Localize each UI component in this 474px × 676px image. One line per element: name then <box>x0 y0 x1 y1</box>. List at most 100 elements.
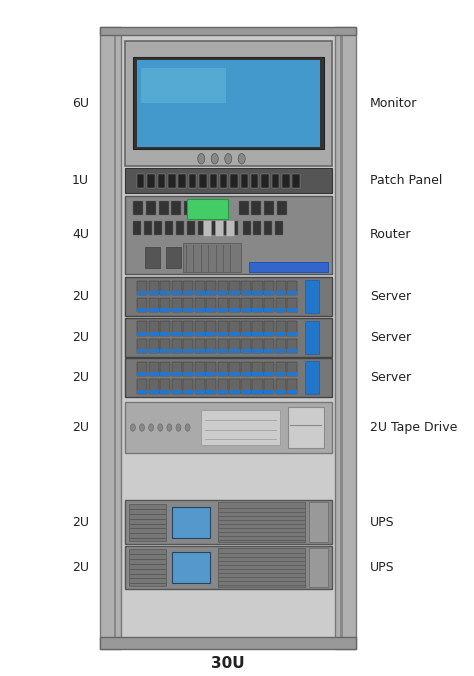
Circle shape <box>130 424 136 431</box>
Bar <box>137 281 147 295</box>
Bar <box>287 321 297 336</box>
Bar <box>206 321 217 336</box>
Bar <box>195 281 205 295</box>
Bar <box>166 247 181 268</box>
Bar <box>137 389 147 393</box>
Bar <box>229 321 239 336</box>
Bar <box>183 291 193 295</box>
Bar <box>241 379 251 393</box>
Bar <box>275 349 286 353</box>
Circle shape <box>238 153 245 164</box>
Bar <box>146 247 160 268</box>
Bar <box>160 389 170 393</box>
Circle shape <box>176 424 181 431</box>
Bar <box>137 372 147 377</box>
Bar <box>168 174 175 189</box>
Text: 2U: 2U <box>72 421 89 434</box>
Bar <box>183 362 193 377</box>
Bar <box>172 362 182 377</box>
Bar <box>195 298 205 312</box>
Bar <box>147 174 155 189</box>
Bar <box>172 291 182 295</box>
Bar <box>100 637 356 649</box>
Bar <box>229 298 239 312</box>
Bar <box>241 308 251 312</box>
Bar <box>241 372 251 377</box>
Bar <box>184 201 194 215</box>
Bar <box>160 298 170 312</box>
Bar <box>125 318 332 357</box>
Bar <box>137 291 147 295</box>
Bar <box>287 281 297 295</box>
Bar <box>206 349 217 353</box>
Bar <box>287 339 297 353</box>
Bar <box>195 349 205 353</box>
Bar <box>272 174 279 189</box>
Bar <box>148 362 159 377</box>
Bar <box>249 262 328 272</box>
Bar <box>264 308 274 312</box>
Bar <box>218 349 228 353</box>
Bar <box>253 379 263 393</box>
Bar <box>287 349 297 353</box>
Bar <box>160 362 170 377</box>
Bar <box>253 281 263 295</box>
Text: 2U: 2U <box>72 371 89 385</box>
Bar <box>251 174 258 189</box>
Bar <box>264 221 272 235</box>
Text: 2U: 2U <box>72 331 89 344</box>
Text: Monitor: Monitor <box>370 97 417 110</box>
Bar <box>183 321 193 336</box>
Bar <box>264 281 274 295</box>
Bar <box>206 339 217 353</box>
Bar <box>148 339 159 353</box>
Bar <box>137 379 147 393</box>
Bar <box>264 339 274 353</box>
Bar <box>241 349 251 353</box>
Bar <box>114 34 116 642</box>
Bar <box>229 339 239 353</box>
Bar <box>264 362 274 377</box>
Text: 2U: 2U <box>72 516 89 529</box>
Bar <box>229 308 239 312</box>
Bar <box>220 174 228 189</box>
Text: 1U: 1U <box>72 174 89 187</box>
Bar <box>137 349 147 353</box>
Bar <box>183 372 193 377</box>
Bar <box>336 27 356 649</box>
Bar <box>253 339 263 353</box>
Bar <box>253 298 263 312</box>
Text: Patch Panel: Patch Panel <box>370 174 442 187</box>
Text: 2U Tape Drive: 2U Tape Drive <box>370 421 457 434</box>
Text: UPS: UPS <box>370 561 394 574</box>
Bar <box>215 220 223 236</box>
Bar <box>264 321 274 336</box>
Bar <box>275 321 286 336</box>
Bar <box>218 372 228 377</box>
Bar <box>206 379 217 393</box>
Bar <box>183 281 193 295</box>
Bar <box>129 504 166 541</box>
Bar <box>155 221 162 235</box>
Circle shape <box>158 424 163 431</box>
Bar <box>172 372 182 377</box>
Bar <box>264 379 274 393</box>
Circle shape <box>167 424 172 431</box>
Bar <box>160 379 170 393</box>
Bar <box>172 379 182 393</box>
Bar <box>253 372 263 377</box>
Text: 30U: 30U <box>211 656 245 671</box>
Bar <box>253 389 263 393</box>
Bar <box>137 308 147 312</box>
Bar <box>137 321 147 336</box>
Text: 2U: 2U <box>72 290 89 304</box>
Bar <box>189 174 196 189</box>
Bar <box>305 281 319 313</box>
Bar <box>172 507 210 537</box>
Bar <box>305 362 319 394</box>
Bar <box>148 321 159 336</box>
Bar <box>183 332 193 336</box>
Bar <box>195 362 205 377</box>
Bar <box>183 349 193 353</box>
Bar <box>277 201 287 215</box>
